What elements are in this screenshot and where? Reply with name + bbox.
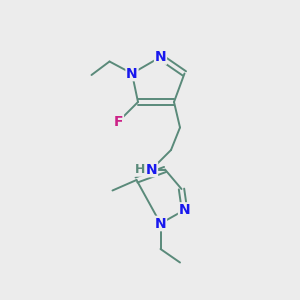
Text: N: N — [155, 50, 166, 64]
Text: F: F — [114, 115, 123, 128]
Text: N: N — [146, 163, 157, 176]
Text: H: H — [134, 163, 145, 176]
Text: N: N — [179, 203, 190, 217]
Text: N: N — [155, 217, 166, 230]
Text: N: N — [126, 67, 138, 80]
